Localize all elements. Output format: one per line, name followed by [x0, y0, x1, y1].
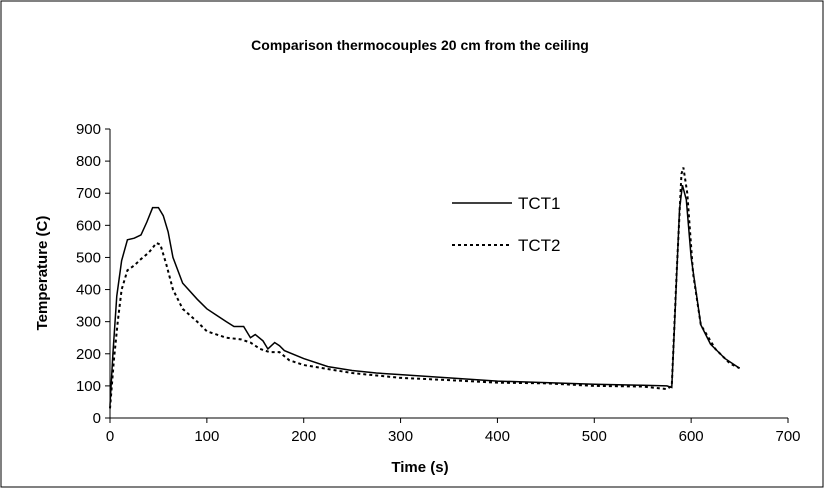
y-axis-label: Temperature (C): [34, 216, 51, 331]
y-tick-label: 100: [76, 378, 101, 395]
x-tick-label: 300: [388, 428, 413, 445]
y-tick-label: 700: [76, 185, 101, 202]
x-tick-label: 0: [106, 428, 114, 445]
y-tick-label: 800: [76, 153, 101, 170]
x-axis-label: Time (s): [391, 459, 448, 476]
x-tick-label: 200: [291, 428, 316, 445]
series-line: [109, 184, 740, 406]
y-tick-label: 200: [76, 346, 101, 363]
x-tick-label: 500: [582, 428, 607, 445]
y-tick-label: 0: [93, 410, 101, 427]
y-tick-label: 600: [76, 217, 101, 234]
x-tick-label: 400: [485, 428, 510, 445]
x-tick-label: 100: [194, 428, 219, 445]
y-tick-label: 300: [76, 314, 101, 331]
y-tick-label: 500: [76, 249, 101, 266]
legend-label: TCT1: [518, 194, 561, 213]
y-tick-label: 400: [76, 282, 101, 299]
legend-label: TCT2: [518, 236, 561, 255]
chart-title: Comparison thermocouples 20 cm from the …: [251, 37, 589, 53]
x-tick-label: 700: [775, 428, 800, 445]
series-line: [109, 167, 741, 409]
y-tick-label: 900: [76, 121, 101, 138]
x-tick-label: 600: [679, 428, 704, 445]
